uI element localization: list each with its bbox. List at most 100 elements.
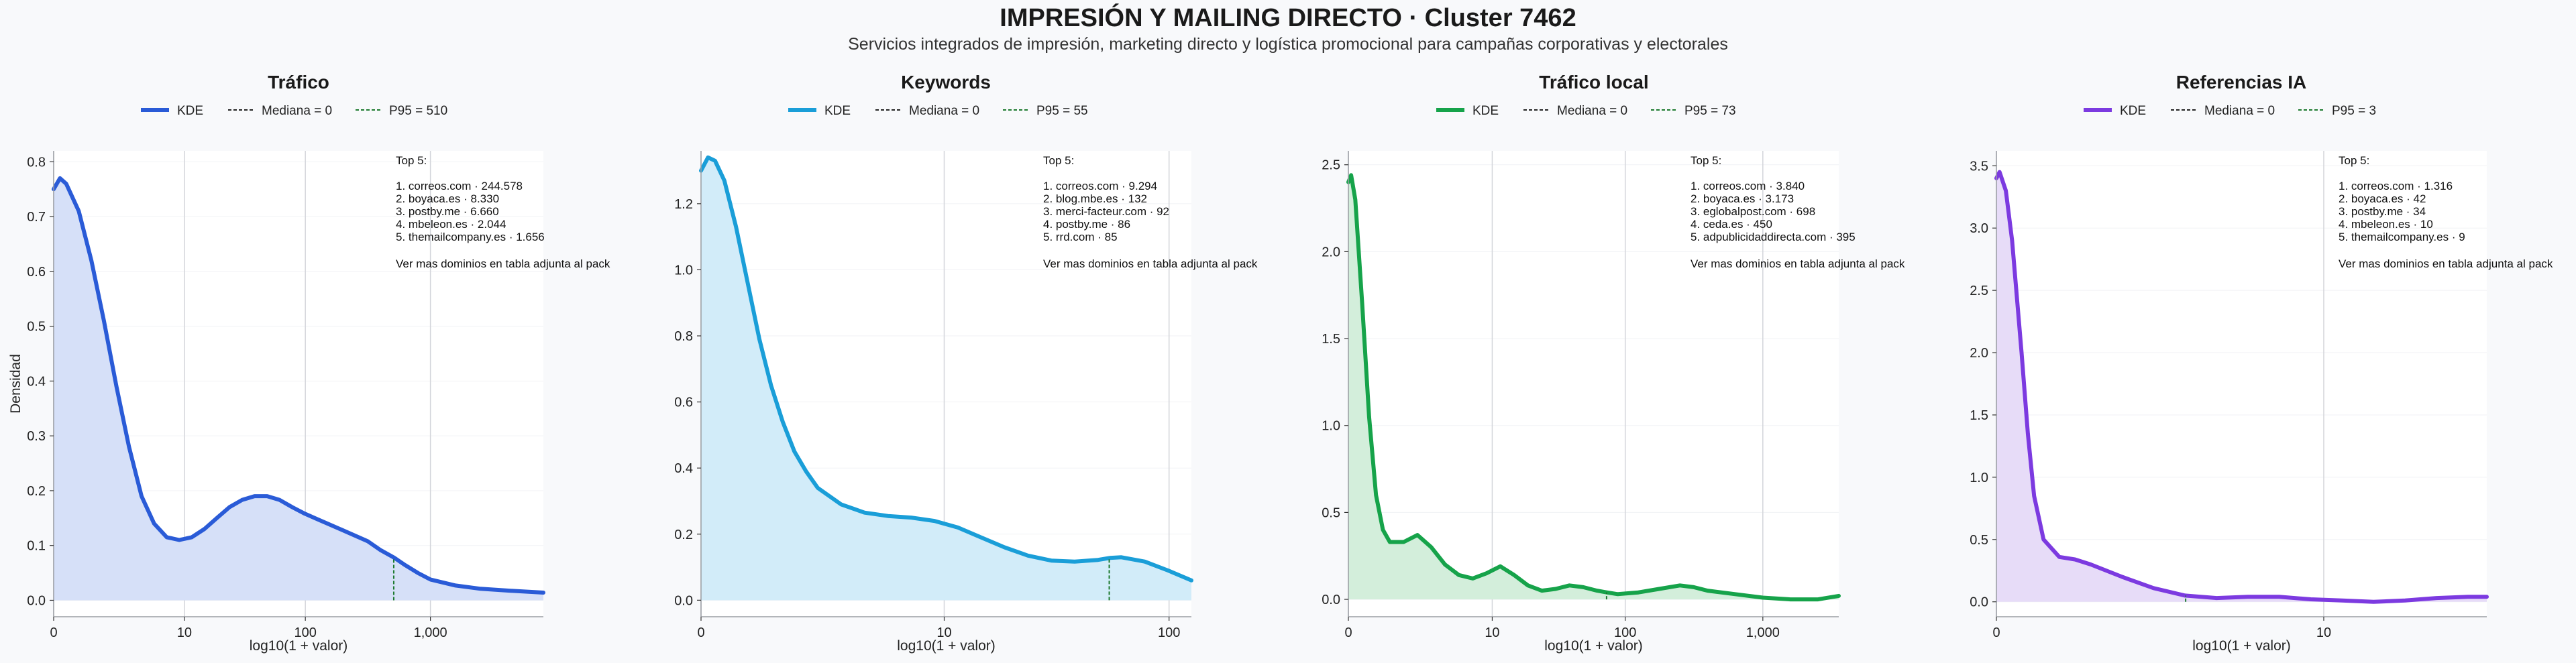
x-axis-label: log10(1 + valor) — [897, 638, 996, 654]
annotation-item: 5. rrd.com · 85 — [1043, 231, 1118, 243]
y-tick-label: 3.0 — [1970, 221, 1988, 236]
legend-median-label: Mediana = 0 — [2204, 104, 2275, 118]
annotation-footer: Ver mas dominios en tabla adjunta al pac… — [396, 257, 610, 270]
x-tick-label: 10 — [2316, 625, 2331, 640]
panel-3: 0.0 0.5 1.0 1.5 2.0 2.5 0 10 100 1,000 log10(1 + v… — [1322, 72, 1905, 654]
y-tick-label: 0.0 — [1322, 593, 1340, 607]
annotation-item: 2. boyaca.es · 42 — [2339, 192, 2426, 205]
kde-line — [52, 176, 545, 595]
annotation-item: 2. boyaca.es · 8.330 — [396, 192, 499, 205]
panel-2: 0.0 0.2 0.4 0.6 0.8 1.0 1.2 0 10 100 log10(1 + val… — [674, 72, 1258, 654]
y-tick-label: 1.5 — [1322, 332, 1340, 347]
y-tick-label: 0.0 — [1970, 595, 1988, 610]
kde-line — [1346, 173, 1841, 602]
annotation-item: 4. ceda.es · 450 — [1690, 218, 1772, 231]
x-tick-label: 100 — [1158, 625, 1180, 640]
annotation-item: 5. themailcompany.es · 9 — [2339, 231, 2465, 243]
annotation-title: Top 5: — [1043, 154, 1074, 167]
panel-4: 0.0 0.5 1.0 1.5 2.0 2.5 3.0 3.5 0 10 log10(1 + val… — [1970, 72, 2553, 654]
annotation-item: 4. mbeleon.es · 10 — [2339, 218, 2433, 231]
y-tick-label: 0.7 — [27, 210, 46, 225]
annotation-item: 3. eglobalpost.com · 698 — [1690, 205, 1815, 218]
legend-kde-label: KDE — [177, 104, 203, 118]
annotation-item: 4. mbeleon.es · 2.044 — [396, 218, 506, 231]
x-tick-label: 0 — [1992, 625, 2000, 640]
y-tick-label: 1.2 — [674, 197, 693, 212]
x-tick-label: 100 — [294, 625, 316, 640]
annotation-item: 3. postby.me · 6.660 — [396, 205, 499, 218]
plot-area — [1996, 151, 2487, 617]
panel-title: Tráfico — [268, 72, 329, 93]
legend-p95-label: P95 = 3 — [2332, 104, 2376, 118]
kde-line — [1994, 170, 2489, 604]
legend-median-label: Mediana = 0 — [262, 104, 332, 118]
legend-p95-label: P95 = 73 — [1684, 104, 1736, 118]
annotation-title: Top 5: — [2339, 154, 2369, 167]
legend-median-label: Mediana = 0 — [1557, 104, 1627, 118]
annotation-item: 5. adpublicidaddirecta.com · 395 — [1690, 231, 1856, 243]
kde-area — [1996, 172, 2487, 602]
y-tick-label: 0.1 — [27, 539, 46, 554]
y-tick-label: 1.0 — [1322, 419, 1340, 434]
x-tick-label: 1,000 — [1746, 625, 1780, 640]
y-tick-label: 1.0 — [1970, 471, 1988, 485]
annotation-item: 1. correos.com · 244.578 — [396, 180, 523, 192]
y-tick-label: 0.5 — [1970, 533, 1988, 548]
annotation-item: 1. correos.com · 9.294 — [1043, 180, 1157, 192]
kde-area — [1348, 175, 1839, 600]
x-tick-label: 0 — [697, 625, 704, 640]
kde-area — [54, 178, 543, 601]
annotation-title: Top 5: — [1690, 154, 1721, 167]
y-tick-label: 0.5 — [1322, 505, 1340, 520]
panel-title: Tráfico local — [1539, 72, 1648, 93]
y-tick-label: 1.5 — [1970, 408, 1988, 423]
page-subtitle: Servicios integrados de impresión, marke… — [848, 35, 1728, 54]
annotation-footer: Ver mas dominios en tabla adjunta al pac… — [1043, 257, 1258, 270]
y-tick-label: 0.2 — [27, 484, 46, 499]
annotation-footer: Ver mas dominios en tabla adjunta al pac… — [1690, 257, 1905, 270]
x-tick-label: 1,000 — [414, 625, 447, 640]
x-tick-label: 10 — [1485, 625, 1499, 640]
annotation-item: 4. postby.me · 86 — [1043, 218, 1130, 231]
legend-kde-label: KDE — [824, 104, 851, 118]
y-tick-label: 0.8 — [27, 155, 46, 170]
annotation-item: 2. boyaca.es · 3.173 — [1690, 192, 1794, 205]
y-tick-label: 2.0 — [1322, 245, 1340, 259]
panel-title: Referencias IA — [2176, 72, 2307, 93]
y-tick-label: 2.5 — [1970, 284, 1988, 298]
legend-median-label: Mediana = 0 — [909, 104, 979, 118]
legend-p95-label: P95 = 510 — [389, 104, 447, 118]
plot-area — [1348, 151, 1839, 617]
annotation-item: 1. correos.com · 1.316 — [2339, 180, 2453, 192]
annotation-item: 2. blog.mbe.es · 132 — [1043, 192, 1147, 205]
x-tick-label: 100 — [1614, 625, 1636, 640]
page-title: IMPRESIÓN Y MAILING DIRECTO · Cluster 74… — [1000, 4, 1576, 32]
y-tick-label: 0.6 — [674, 396, 693, 410]
y-tick-label: 0.8 — [674, 329, 693, 344]
y-tick-label: 1.0 — [674, 263, 693, 278]
annotation-item: 5. themailcompany.es · 1.656 — [396, 231, 545, 243]
x-axis-label: log10(1 + valor) — [2192, 638, 2291, 654]
y-tick-label: 0.2 — [674, 528, 693, 542]
kde-area — [701, 157, 1191, 601]
x-tick-label: 0 — [50, 625, 57, 640]
annotation-item: 3. merci-facteur.com · 92 — [1043, 205, 1169, 218]
y-tick-label: 0.4 — [27, 374, 46, 389]
legend-kde-label: KDE — [2120, 104, 2146, 118]
y-tick-label: 3.5 — [1970, 159, 1988, 174]
y-tick-label: 2.0 — [1970, 346, 1988, 361]
annotation-footer: Ver mas dominios en tabla adjunta al pac… — [2339, 257, 2553, 270]
kde-line — [699, 155, 1193, 583]
y-tick-label: 0.0 — [674, 593, 693, 608]
x-axis-label: log10(1 + valor) — [250, 638, 348, 654]
y-tick-label: 0.3 — [27, 429, 46, 444]
annotation-item: 1. correos.com · 3.840 — [1690, 180, 1805, 192]
legend-p95-label: P95 = 55 — [1036, 104, 1088, 118]
annotation-title: Top 5: — [396, 154, 427, 167]
annotation-item: 3. postby.me · 34 — [2339, 205, 2426, 218]
panel-1: 0.0 0.1 0.2 0.3 0.4 0.5 0.6 0.7 0.8 0 10 100 1,000 lo… — [8, 72, 610, 654]
y-tick-label: 0.0 — [27, 593, 46, 608]
panel-title: Keywords — [901, 72, 991, 93]
